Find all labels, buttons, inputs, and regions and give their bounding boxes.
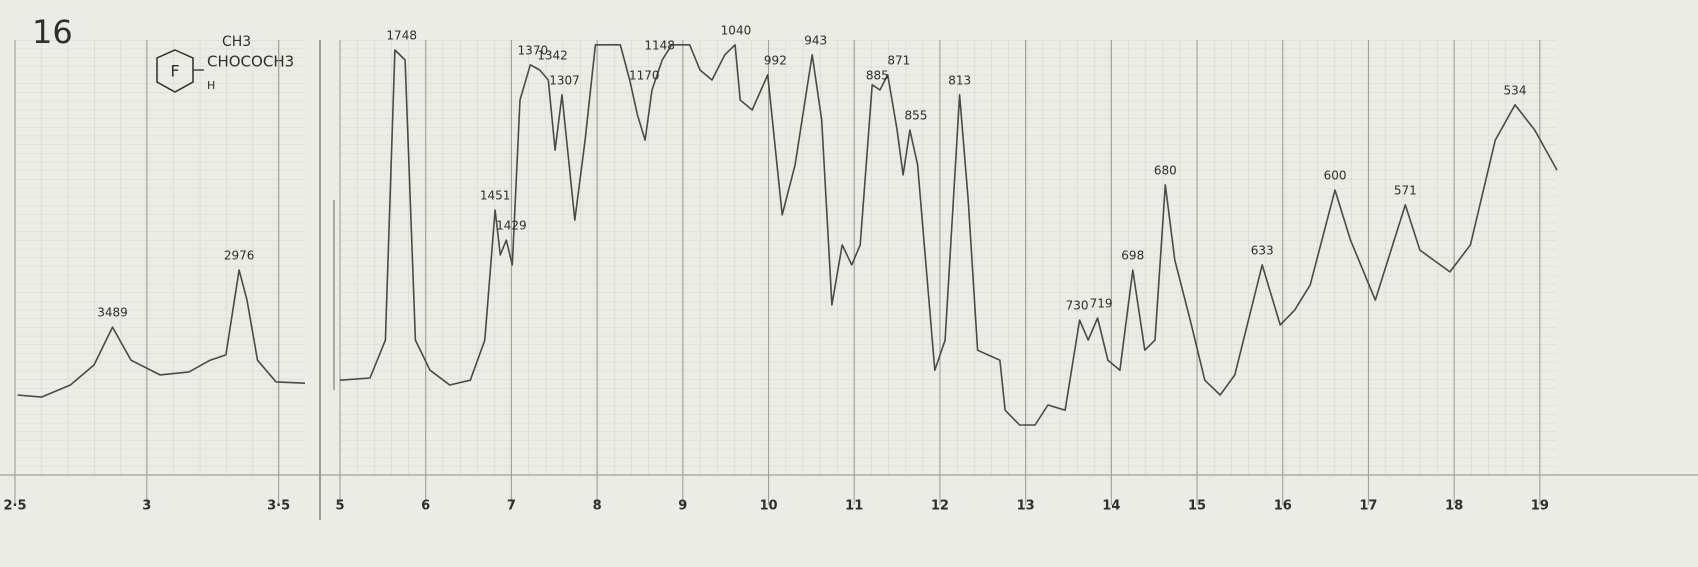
peak-label: 1451 bbox=[480, 189, 511, 203]
x-tick-label: 15 bbox=[1188, 499, 1206, 514]
peak-label: 633 bbox=[1251, 243, 1274, 257]
peak-label: 534 bbox=[1504, 83, 1527, 97]
ring-label: F bbox=[170, 62, 179, 81]
peak-label: 719 bbox=[1090, 296, 1113, 310]
x-tick-label: 17 bbox=[1359, 499, 1377, 514]
x-tick-label: 16 bbox=[1274, 499, 1292, 514]
peak-label: 1429 bbox=[496, 219, 527, 233]
x-tick-label: 10 bbox=[759, 499, 777, 514]
peak-label: 1148 bbox=[644, 39, 675, 53]
structure: F CH3 CHOCOCH3 H bbox=[156, 34, 294, 93]
x-tick-label: 5 bbox=[335, 499, 344, 514]
x-tick-label: 12 bbox=[931, 499, 949, 514]
x-tick-label: 11 bbox=[845, 499, 863, 514]
x-tick-label: 8 bbox=[593, 499, 602, 514]
peak-label: 2976 bbox=[224, 249, 255, 263]
peak-label: 571 bbox=[1394, 183, 1417, 197]
peak-label: 992 bbox=[764, 53, 787, 67]
peak-label: 1170 bbox=[629, 69, 660, 83]
sheet-number: 16 bbox=[32, 13, 73, 51]
x-tick-label: 9 bbox=[678, 499, 687, 514]
x-tick-label: 13 bbox=[1017, 499, 1035, 514]
spectrum-trace bbox=[339, 44, 1558, 426]
peak-label: 871 bbox=[887, 53, 910, 67]
x-tick-label: 3·5 bbox=[267, 499, 290, 514]
x-tick-label: 7 bbox=[507, 499, 516, 514]
x-tick-label: 3 bbox=[142, 499, 151, 514]
x-tick-label: 6 bbox=[421, 499, 430, 514]
peak-label: 680 bbox=[1154, 163, 1177, 177]
peak-label: 698 bbox=[1121, 249, 1144, 263]
peak-label: 813 bbox=[948, 73, 971, 87]
x-tick-label: 2·5 bbox=[3, 499, 26, 514]
peak-label: 3489 bbox=[97, 306, 128, 320]
peak-label: 1748 bbox=[386, 29, 417, 43]
peak-label: 1307 bbox=[549, 73, 580, 87]
formula-chain: CHOCOCH3 bbox=[207, 53, 294, 71]
formula-top: CH3 bbox=[222, 34, 251, 50]
spectrum-trace bbox=[17, 269, 306, 398]
peak-label: 1040 bbox=[721, 23, 752, 37]
peak-label: 1370 bbox=[518, 43, 549, 57]
peak-label: 730 bbox=[1066, 299, 1089, 313]
peak-label: 885 bbox=[866, 69, 889, 83]
x-tick-label: 18 bbox=[1445, 499, 1463, 514]
minor-grid bbox=[340, 40, 1557, 475]
peak-label: 943 bbox=[804, 33, 827, 47]
formula-bottom: H bbox=[207, 79, 215, 92]
ring bbox=[156, 49, 194, 93]
x-tick-label: 19 bbox=[1531, 499, 1549, 514]
x-tick-label: 14 bbox=[1102, 499, 1120, 514]
peak-label: 600 bbox=[1324, 169, 1347, 183]
minor-grid bbox=[15, 40, 305, 475]
peak-label: 855 bbox=[904, 109, 927, 123]
peak-label: 1342 bbox=[537, 49, 568, 63]
